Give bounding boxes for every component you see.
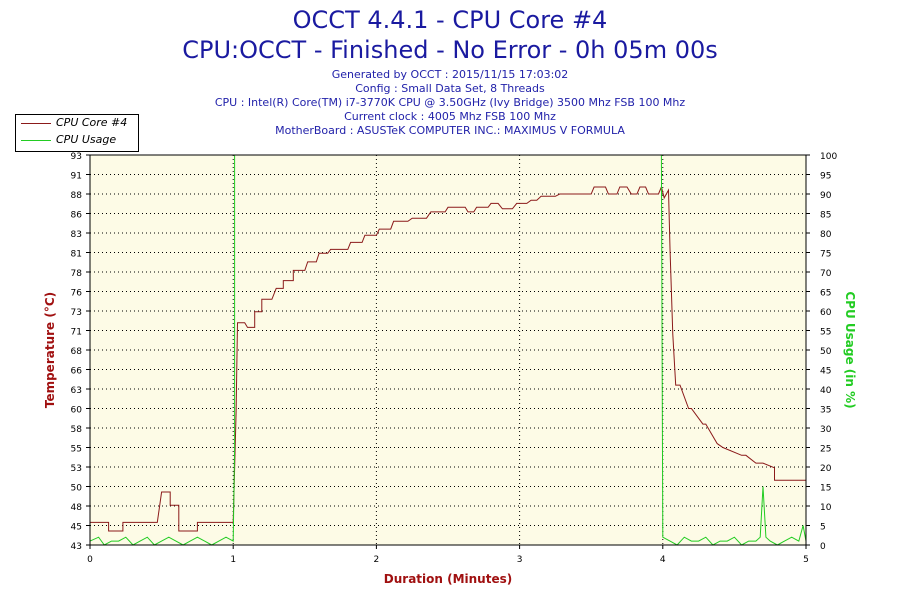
y2-tick-label: 45: [820, 367, 831, 377]
y2-tick-label: 75: [820, 250, 831, 260]
y-tick-label: 88: [71, 191, 83, 201]
legend-swatch-usage: [21, 140, 51, 141]
y2-tick-label: 35: [820, 406, 831, 416]
chart-subtitle: CPU:OCCT - Finished - No Error - 0h 05m …: [182, 36, 718, 64]
x-tick-label: 5: [803, 555, 809, 565]
x-tick-label: 0: [87, 555, 93, 565]
axes: 4345485053555860636668717376788183868891…: [71, 152, 838, 565]
y-tick-label: 71: [71, 328, 82, 338]
series-layer: [89, 154, 807, 546]
legend-item-usage: CPU Usage: [16, 132, 138, 149]
x-tick-label: 4: [660, 555, 666, 565]
y2-tick-label: 55: [820, 328, 831, 338]
y2-tick-label: 85: [820, 211, 831, 221]
info-generated: Generated by OCCT : 2015/11/15 17:03:02: [331, 68, 569, 81]
x-axis-label: Duration (Minutes): [384, 572, 512, 586]
y-tick-label: 83: [71, 230, 82, 240]
legend-label-temperature: CPU Core #4: [56, 116, 128, 129]
y2-tick-label: 100: [820, 152, 837, 162]
x-tick-label: 1: [230, 555, 236, 565]
y-tick-label: 43: [71, 542, 82, 552]
chart-title: OCCT 4.4.1 - CPU Core #4: [292, 6, 608, 34]
y2-tick-label: 30: [820, 425, 832, 435]
info-motherboard: MotherBoard : ASUSTeK COMPUTER INC.: MAX…: [275, 124, 625, 137]
y2-tick-label: 70: [820, 269, 832, 279]
y-tick-label: 68: [71, 347, 83, 357]
y-tick-label: 86: [71, 211, 83, 221]
y2-tick-label: 15: [820, 484, 831, 494]
y2-tick-label: 95: [820, 172, 831, 182]
y2-axis-label: CPU Usage (in %): [843, 291, 857, 408]
y-tick-label: 93: [71, 152, 82, 162]
info-clock: Current clock : 4005 Mhz FSB 100 Mhz: [344, 110, 556, 123]
info-cpu: CPU : Intel(R) Core(TM) i7-3770K CPU @ 3…: [214, 96, 686, 109]
y-tick-label: 63: [71, 386, 82, 396]
y2-tick-label: 5: [820, 523, 826, 533]
y-tick-label: 53: [71, 464, 82, 474]
y-tick-label: 60: [71, 406, 83, 416]
x-tick-label: 2: [374, 555, 380, 565]
y2-tick-label: 90: [820, 191, 832, 201]
y2-tick-label: 60: [820, 308, 832, 318]
series-line-usage: [89, 154, 807, 546]
y-tick-label: 48: [71, 503, 83, 513]
y2-tick-label: 25: [820, 445, 831, 455]
y-tick-label: 76: [71, 289, 83, 299]
y-tick-label: 91: [71, 172, 82, 182]
y2-tick-label: 0: [820, 542, 826, 552]
info-config: Config : Small Data Set, 8 Threads: [355, 82, 545, 95]
legend: CPU Core #4 CPU Usage: [15, 114, 139, 152]
legend-item-temperature: CPU Core #4: [16, 115, 138, 132]
x-tick-label: 3: [517, 555, 523, 565]
y2-tick-label: 65: [820, 289, 831, 299]
legend-label-usage: CPU Usage: [56, 133, 117, 146]
legend-swatch-temperature: [21, 123, 51, 124]
series-line-temperature: [90, 185, 806, 532]
y2-tick-label: 50: [820, 347, 832, 357]
y-tick-label: 45: [71, 523, 82, 533]
y-tick-label: 73: [71, 308, 82, 318]
y2-tick-label: 40: [820, 386, 832, 396]
y2-tick-label: 80: [820, 230, 832, 240]
y-tick-label: 58: [71, 425, 83, 435]
y-tick-label: 66: [71, 367, 83, 377]
y-tick-label: 50: [71, 484, 83, 494]
y2-tick-label: 10: [820, 503, 832, 513]
y-tick-label: 81: [71, 250, 82, 260]
y-tick-label: 78: [71, 269, 83, 279]
y-axis-label: Temperature (°C): [43, 292, 57, 408]
y-tick-label: 55: [71, 445, 82, 455]
y2-tick-label: 20: [820, 464, 832, 474]
